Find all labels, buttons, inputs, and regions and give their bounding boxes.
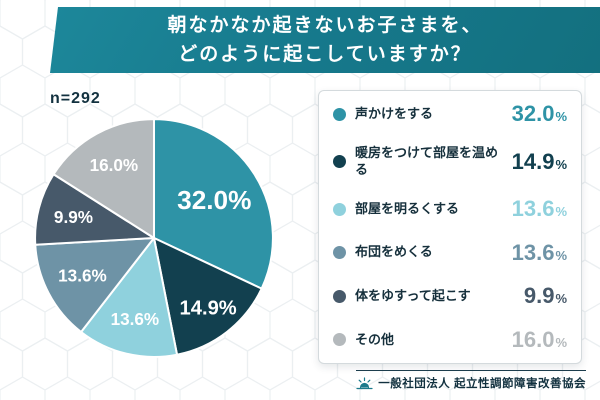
legend-color-dot: [333, 202, 346, 216]
sunrise-icon: [356, 376, 373, 389]
legend-item-heating: 暖房をつけて部屋を温める 14.9%: [319, 145, 581, 179]
pie-slice: [152, 236, 263, 356]
pie-slice: [34, 173, 156, 246]
legend-label: その他: [355, 331, 395, 347]
legend-item-brighten-room: 部屋を明るくする 13.6%: [319, 196, 581, 222]
pie-slice-label: 14.9%: [180, 297, 237, 319]
pie-chart: 32.0% 14.9% 13.6% 13.6% 9.9% 16.0%: [28, 112, 280, 364]
legend-label: 体をゆすって起こす: [355, 287, 471, 303]
footer-org-name: 一般社団法人 起立性調節障害改善協会: [378, 378, 586, 390]
legend-label: 暖房をつけて部屋を温める: [355, 144, 499, 177]
pie-slice: [52, 118, 156, 240]
legend-value: 14.9%: [511, 148, 567, 174]
legend-label: 声かけをする: [355, 105, 434, 121]
legend-panel: 声かけをする 32.0% 暖房をつけて部屋を温める 14.9% 部屋を明るくする…: [318, 90, 582, 364]
legend-value: 16.0%: [511, 326, 567, 352]
pie-slice-label: 32.0%: [177, 185, 251, 215]
legend-value: 32.0%: [511, 101, 567, 126]
legend-value: 13.6%: [511, 196, 567, 222]
legend-label: 部屋を明るくする: [355, 200, 460, 216]
legend-color-dot: [333, 246, 346, 260]
pie-slice-label: 9.9%: [54, 207, 93, 227]
sample-size-label: n=292: [50, 90, 101, 107]
pie-slice: [152, 118, 274, 290]
footer-credit: 一般社団法人 起立性調節障害改善協会: [356, 370, 586, 391]
legend-value: 9.9%: [523, 283, 567, 309]
title-line-1: 朝なかなか起きないお子さまを、: [167, 14, 483, 36]
title-banner: 朝なかなか起きないお子さまを、 どのように起こしていますか？: [50, 7, 600, 73]
legend-color-dot: [333, 107, 346, 121]
pie-chart-svg: 32.0% 14.9% 13.6% 13.6% 9.9% 16.0%: [34, 118, 274, 358]
legend-label: 布団をめくる: [355, 244, 433, 260]
pie-slice: [34, 236, 156, 333]
pie-slice-label: 13.6%: [111, 309, 160, 329]
pie-slice-label: 16.0%: [90, 155, 139, 175]
pie-slice: [80, 236, 179, 358]
legend-color-dot: [333, 289, 346, 303]
legend-item-pull-futon: 布団をめくる 13.6%: [319, 240, 581, 266]
legend-color-dot: [333, 155, 346, 169]
legend-item-other: その他 16.0%: [319, 327, 581, 353]
title-line-2: どのように起こしていますか？: [178, 44, 472, 65]
legend-item-shake-awake: 体をゆすって起こす 9.9%: [319, 283, 581, 309]
legend-color-dot: [333, 333, 346, 347]
legend-item-voice: 声かけをする 32.0%: [319, 101, 581, 127]
legend-value: 13.6%: [511, 239, 567, 265]
pie-slice-label: 13.6%: [58, 266, 107, 286]
